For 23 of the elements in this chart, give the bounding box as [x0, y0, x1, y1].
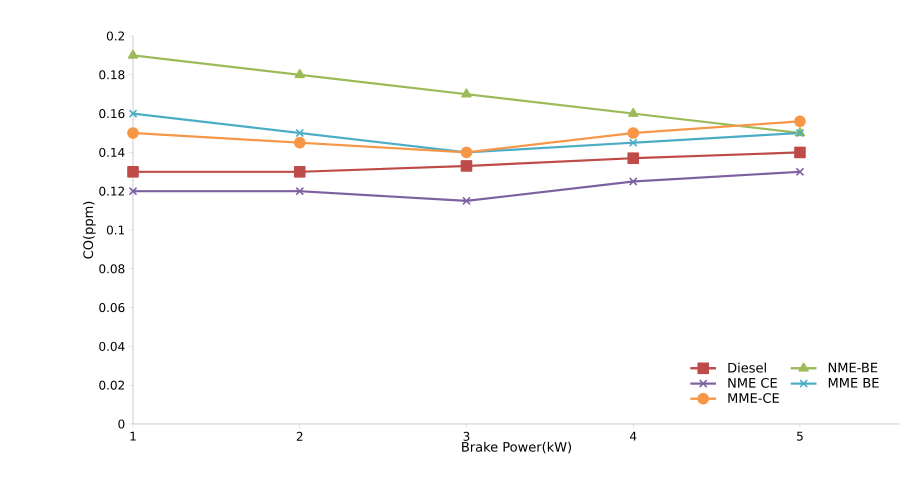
x-tick-label: 3 — [464, 432, 470, 441]
legend-label: NME-BE — [828, 362, 878, 372]
legend-label: MME BE — [828, 378, 879, 388]
y-axis-title: CO(ppm) — [83, 202, 96, 259]
x-axis-title: Brake Power(kW) — [462, 442, 572, 454]
y-tick-label: 0.02 — [99, 380, 124, 390]
y-tick-label: 0.2 — [106, 31, 124, 41]
y-tick-label: 0.08 — [99, 264, 124, 274]
y-tick-label: 0.04 — [99, 342, 125, 351]
legend-label: MME-CE — [728, 393, 779, 403]
y-tick-label: 0 — [118, 419, 124, 429]
y-tick-label: 0.14 — [99, 148, 125, 157]
x-tick-label: 4 — [630, 432, 636, 441]
legend-label: NME CE — [728, 378, 777, 388]
y-tick-label: 0.06 — [99, 303, 124, 312]
x-tick-label: 5 — [797, 432, 803, 441]
y-tick-label: 0.1 — [106, 225, 124, 235]
x-tick-label: 1 — [130, 432, 136, 441]
x-tick-label: 2 — [296, 432, 302, 441]
y-tick-label: 0.12 — [99, 186, 124, 196]
legend-label: Diesel — [728, 362, 766, 373]
y-tick-label: 0.16 — [99, 109, 124, 118]
y-tick-label: 0.18 — [99, 70, 124, 80]
